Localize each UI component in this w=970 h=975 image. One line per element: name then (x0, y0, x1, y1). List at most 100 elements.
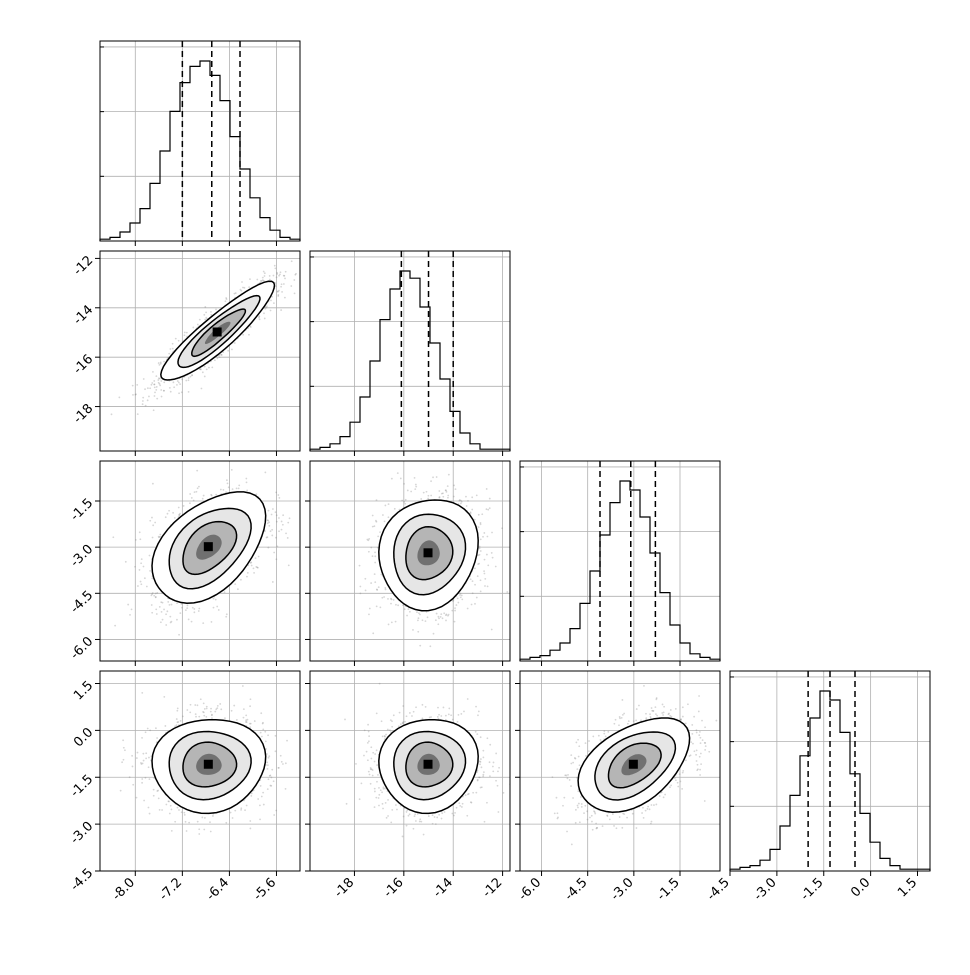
scatter-point (427, 616, 429, 618)
density-peak (213, 327, 222, 336)
scatter-point (391, 622, 393, 624)
scatter-point (374, 551, 376, 553)
scatter-point (401, 500, 403, 502)
scatter-point (272, 581, 274, 583)
scatter-point (225, 297, 227, 299)
scatter-point (442, 496, 444, 498)
scatter-point (420, 498, 422, 500)
scatter-point (281, 521, 283, 523)
scatter-point (132, 394, 134, 396)
scatter-point (418, 617, 420, 619)
scatter-point (391, 478, 393, 480)
scatter-point (196, 470, 198, 472)
scatter-point (454, 607, 456, 609)
scatter-point (215, 599, 217, 601)
scatter-point (142, 403, 144, 405)
scatter-point (140, 562, 142, 564)
scatter-point (157, 379, 159, 381)
scatter-point (152, 592, 154, 594)
scatter-point (406, 615, 408, 617)
scatter-point (236, 487, 238, 489)
scatter-point (169, 616, 171, 618)
scatter-point (160, 380, 162, 382)
scatter-point (419, 614, 421, 616)
scatter-point (111, 413, 113, 415)
scatter-point (483, 532, 485, 534)
scatter-point (185, 380, 187, 382)
scatter-point (124, 749, 126, 751)
scatter-point (232, 488, 234, 490)
scatter-point (139, 531, 141, 533)
scatter-point (479, 546, 481, 548)
scatter-panel-2-3 (310, 461, 535, 661)
scatter-panel-1-3 (100, 453, 303, 661)
scatter-point (427, 495, 429, 497)
scatter-point (283, 275, 285, 277)
scatter-point (152, 371, 154, 373)
scatter-point (237, 588, 239, 590)
scatter-point (227, 482, 229, 484)
scatter-point (365, 590, 367, 592)
scatter-point (210, 311, 212, 313)
scatter-point (397, 604, 399, 606)
scatter-point (377, 535, 379, 537)
scatter-point (156, 398, 158, 400)
scatter-point (374, 562, 376, 564)
scatter-point (247, 572, 249, 574)
scatter-point (474, 584, 476, 586)
scatter-point (470, 511, 472, 513)
scatter-point (250, 795, 252, 797)
scatter-point (273, 275, 275, 277)
scatter-point (366, 539, 368, 541)
scatter-point (180, 720, 182, 722)
scatter-point (427, 498, 429, 500)
scatter-point (134, 566, 136, 568)
scatter-point (226, 479, 228, 481)
scatter-point (477, 575, 479, 577)
scatter-point (501, 527, 503, 529)
scatter-point (457, 597, 459, 599)
scatter-point (176, 384, 178, 386)
scatter-point (163, 361, 165, 363)
scatter-point (478, 563, 480, 565)
scatter-point (202, 371, 204, 373)
scatter-point (259, 318, 261, 320)
scatter-point (149, 570, 151, 572)
scatter-point (209, 821, 211, 823)
scatter-point (376, 606, 378, 608)
scatter-point (148, 396, 150, 398)
scatter-point (277, 494, 279, 496)
scatter-point (268, 510, 270, 512)
scatter-point (479, 547, 481, 549)
scatter-point (484, 559, 486, 561)
scatter-point (244, 287, 246, 289)
scatter-point (476, 597, 478, 599)
scatter-point (238, 484, 240, 486)
scatter-point (216, 606, 218, 608)
scatter-point (471, 496, 473, 498)
scatter-point (461, 501, 463, 503)
scatter-point (388, 503, 390, 505)
scatter-point (491, 552, 493, 554)
scatter-point (156, 613, 158, 615)
scatter-point (149, 387, 151, 389)
scatter-point (149, 813, 151, 815)
scatter-point (177, 721, 179, 723)
scatter-point (388, 624, 390, 626)
scatter-point (287, 522, 289, 524)
scatter-point (453, 496, 455, 498)
scatter-point (455, 604, 457, 606)
scatter-point (410, 491, 412, 493)
scatter-point (256, 493, 258, 495)
scatter-point (198, 716, 200, 718)
scatter-point (144, 388, 146, 390)
scatter-point (165, 613, 167, 615)
scatter-point (226, 613, 228, 615)
scatter-point (147, 399, 149, 401)
scatter-point (137, 413, 139, 415)
scatter-point (253, 567, 255, 569)
scatter-point (484, 578, 486, 580)
scatter-point (174, 517, 176, 519)
scatter-point (136, 384, 138, 386)
scatter-point (215, 494, 217, 496)
